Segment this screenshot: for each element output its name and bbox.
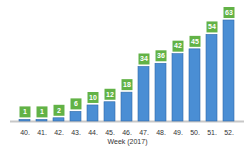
- svg-text:44.: 44.: [88, 129, 98, 136]
- svg-text:42.: 42.: [54, 129, 64, 136]
- svg-text:50.: 50.: [190, 129, 200, 136]
- svg-text:42: 42: [174, 42, 182, 49]
- svg-text:Week (2017): Week (2017): [108, 138, 148, 146]
- svg-text:12: 12: [106, 91, 114, 98]
- svg-text:45.: 45.: [105, 129, 115, 136]
- svg-text:40.: 40.: [20, 129, 30, 136]
- svg-text:63: 63: [225, 9, 233, 16]
- svg-text:36: 36: [157, 52, 165, 59]
- svg-text:18: 18: [123, 81, 131, 88]
- svg-text:1: 1: [23, 108, 27, 115]
- svg-text:1: 1: [40, 108, 44, 115]
- svg-text:41.: 41.: [37, 129, 47, 136]
- svg-text:43.: 43.: [71, 129, 81, 136]
- svg-text:47.: 47.: [139, 129, 149, 136]
- svg-text:48.: 48.: [156, 129, 166, 136]
- svg-text:51.: 51.: [207, 129, 217, 136]
- svg-text:10: 10: [89, 94, 97, 101]
- svg-text:2: 2: [57, 107, 61, 114]
- svg-text:52.: 52.: [224, 129, 234, 136]
- svg-text:49.: 49.: [173, 129, 183, 136]
- svg-text:46.: 46.: [122, 129, 132, 136]
- svg-text:34: 34: [140, 55, 148, 62]
- svg-text:45: 45: [191, 38, 199, 45]
- svg-text:6: 6: [74, 100, 78, 107]
- svg-text:54: 54: [208, 23, 216, 30]
